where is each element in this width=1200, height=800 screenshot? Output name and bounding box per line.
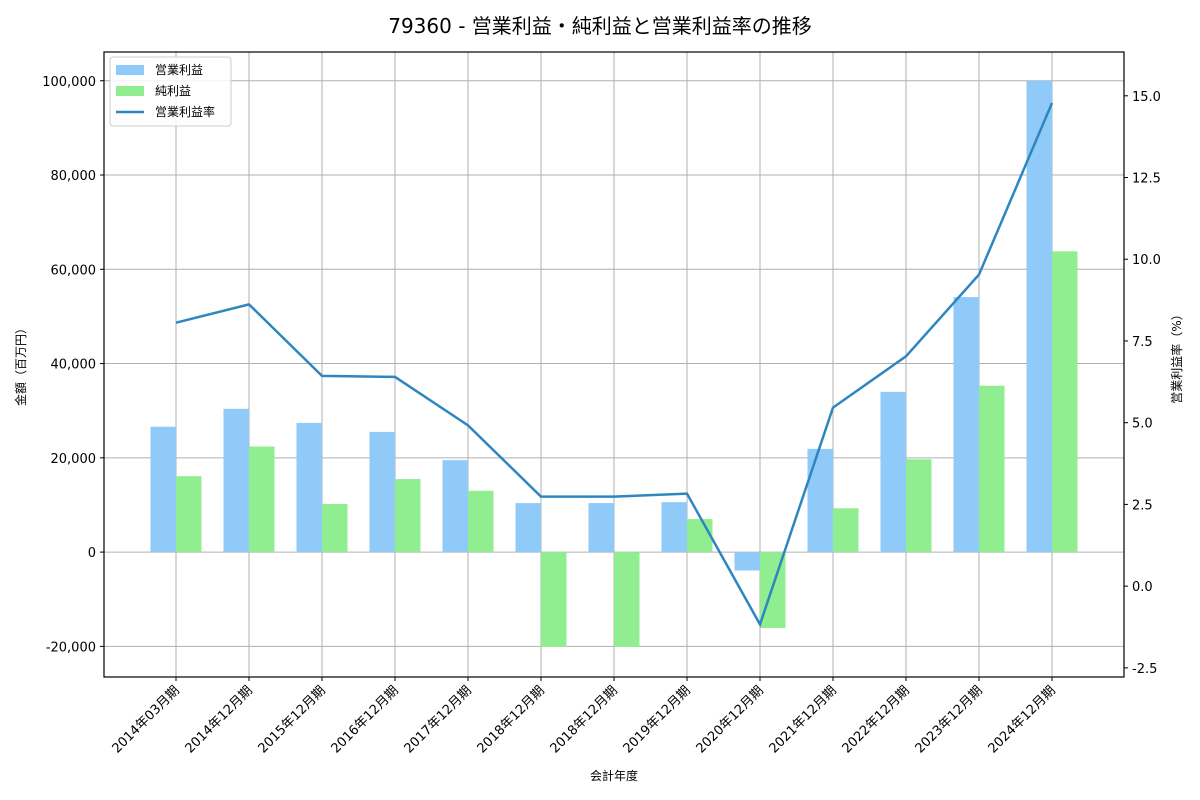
y-axis-right: -2.5 0.0 2.5 5.0 7.5 10.0 12.5 15.0 bbox=[1124, 90, 1161, 677]
x-tick-label: 2018年12月期 bbox=[548, 683, 621, 756]
y2-tick-label: 15.0 bbox=[1132, 90, 1161, 105]
y2-tick-label: 2.5 bbox=[1132, 498, 1153, 513]
x-tick-label: 2020年12月期 bbox=[694, 683, 767, 756]
y-tick-label: 60,000 bbox=[51, 263, 97, 278]
x-tick-label: 2014年03月期 bbox=[110, 683, 183, 756]
y-axis-left: -20,000 0 20,000 40,000 60,000 80,000 100,000 bbox=[42, 75, 104, 655]
y-tick-label: 0 bbox=[88, 546, 96, 561]
bar-operating-profit bbox=[953, 297, 979, 553]
x-tick-label: 2024年12月期 bbox=[986, 683, 1059, 756]
x-tick-label: 2014年12月期 bbox=[183, 683, 256, 756]
x-tick-label: 2018年12月期 bbox=[475, 683, 548, 756]
bar-operating-profit bbox=[223, 408, 249, 553]
bar-net-profit bbox=[249, 446, 275, 553]
legend-swatch bbox=[116, 86, 144, 96]
y-axis-label: 金額（百万円） bbox=[13, 322, 28, 406]
x-tick-label: 2022年12月期 bbox=[840, 683, 913, 756]
bar-net-profit bbox=[322, 504, 348, 553]
legend-label: 営業利益 bbox=[155, 63, 203, 77]
bar-operating-profit bbox=[807, 448, 833, 553]
bar-operating-profit bbox=[880, 391, 906, 553]
legend-item-operating-margin: 営業利益率 bbox=[116, 104, 215, 119]
y-tick-label: 40,000 bbox=[51, 358, 97, 373]
legend-label: 営業利益率 bbox=[155, 104, 215, 119]
bar-net-profit bbox=[468, 490, 494, 553]
line-series bbox=[175, 102, 1054, 628]
bar-operating-profit bbox=[661, 502, 687, 553]
bar-operating-profit bbox=[734, 552, 760, 571]
legend-label: 純利益 bbox=[155, 84, 191, 98]
bar-net-profit bbox=[541, 552, 567, 647]
bar-series bbox=[150, 80, 1078, 647]
y2-axis-label: 営業利益率（%） bbox=[1169, 308, 1184, 403]
x-tick-label: 2017年12月期 bbox=[402, 683, 475, 756]
bar-net-profit bbox=[687, 519, 713, 553]
bar-net-profit bbox=[1052, 251, 1078, 553]
bar-operating-profit bbox=[150, 426, 176, 553]
y2-tick-label: -2.5 bbox=[1132, 662, 1157, 677]
x-tick-label: 2021年12月期 bbox=[767, 683, 840, 756]
bar-operating-profit bbox=[296, 422, 322, 553]
bar-net-profit bbox=[833, 508, 859, 553]
x-tick-label: 2016年12月期 bbox=[329, 683, 402, 756]
chart-title: 79360 - 営業利益・純利益と営業利益率の推移 bbox=[388, 14, 812, 38]
x-tick-label: 2023年12月期 bbox=[913, 683, 986, 756]
x-axis-label: 会計年度 bbox=[590, 768, 638, 783]
bar-net-profit bbox=[614, 552, 640, 647]
bar-operating-profit bbox=[442, 460, 468, 553]
y-tick-label: 80,000 bbox=[51, 169, 97, 184]
bar-operating-profit bbox=[1026, 80, 1052, 553]
bar-net-profit bbox=[979, 385, 1005, 553]
bar-operating-profit bbox=[588, 503, 614, 553]
legend-swatch bbox=[116, 65, 144, 75]
y-tick-label: 20,000 bbox=[51, 452, 97, 467]
x-tick-label: 2019年12月期 bbox=[621, 683, 694, 756]
legend-item-operating-profit: 営業利益 bbox=[116, 63, 203, 77]
x-axis: 2014年03月期 2014年12月期 2015年12月期 2016年12月期 2017… bbox=[110, 677, 1059, 757]
x-tick-label: 2015年12月期 bbox=[256, 683, 329, 756]
y2-tick-label: 10.0 bbox=[1132, 253, 1161, 268]
y2-tick-label: 0.0 bbox=[1132, 580, 1153, 595]
bar-operating-profit bbox=[515, 503, 541, 553]
bar-net-profit bbox=[176, 476, 202, 553]
y2-tick-label: 12.5 bbox=[1132, 172, 1161, 187]
bar-net-profit bbox=[906, 459, 932, 553]
y2-tick-label: 5.0 bbox=[1132, 417, 1153, 432]
legend-item-net-profit: 純利益 bbox=[116, 84, 191, 98]
y-tick-label: 100,000 bbox=[42, 75, 96, 90]
bar-operating-profit bbox=[369, 431, 395, 553]
y-tick-label: -20,000 bbox=[46, 640, 96, 655]
y2-tick-label: 7.5 bbox=[1132, 335, 1153, 350]
line-operating-margin bbox=[175, 102, 1054, 628]
bar-net-profit bbox=[395, 479, 421, 553]
